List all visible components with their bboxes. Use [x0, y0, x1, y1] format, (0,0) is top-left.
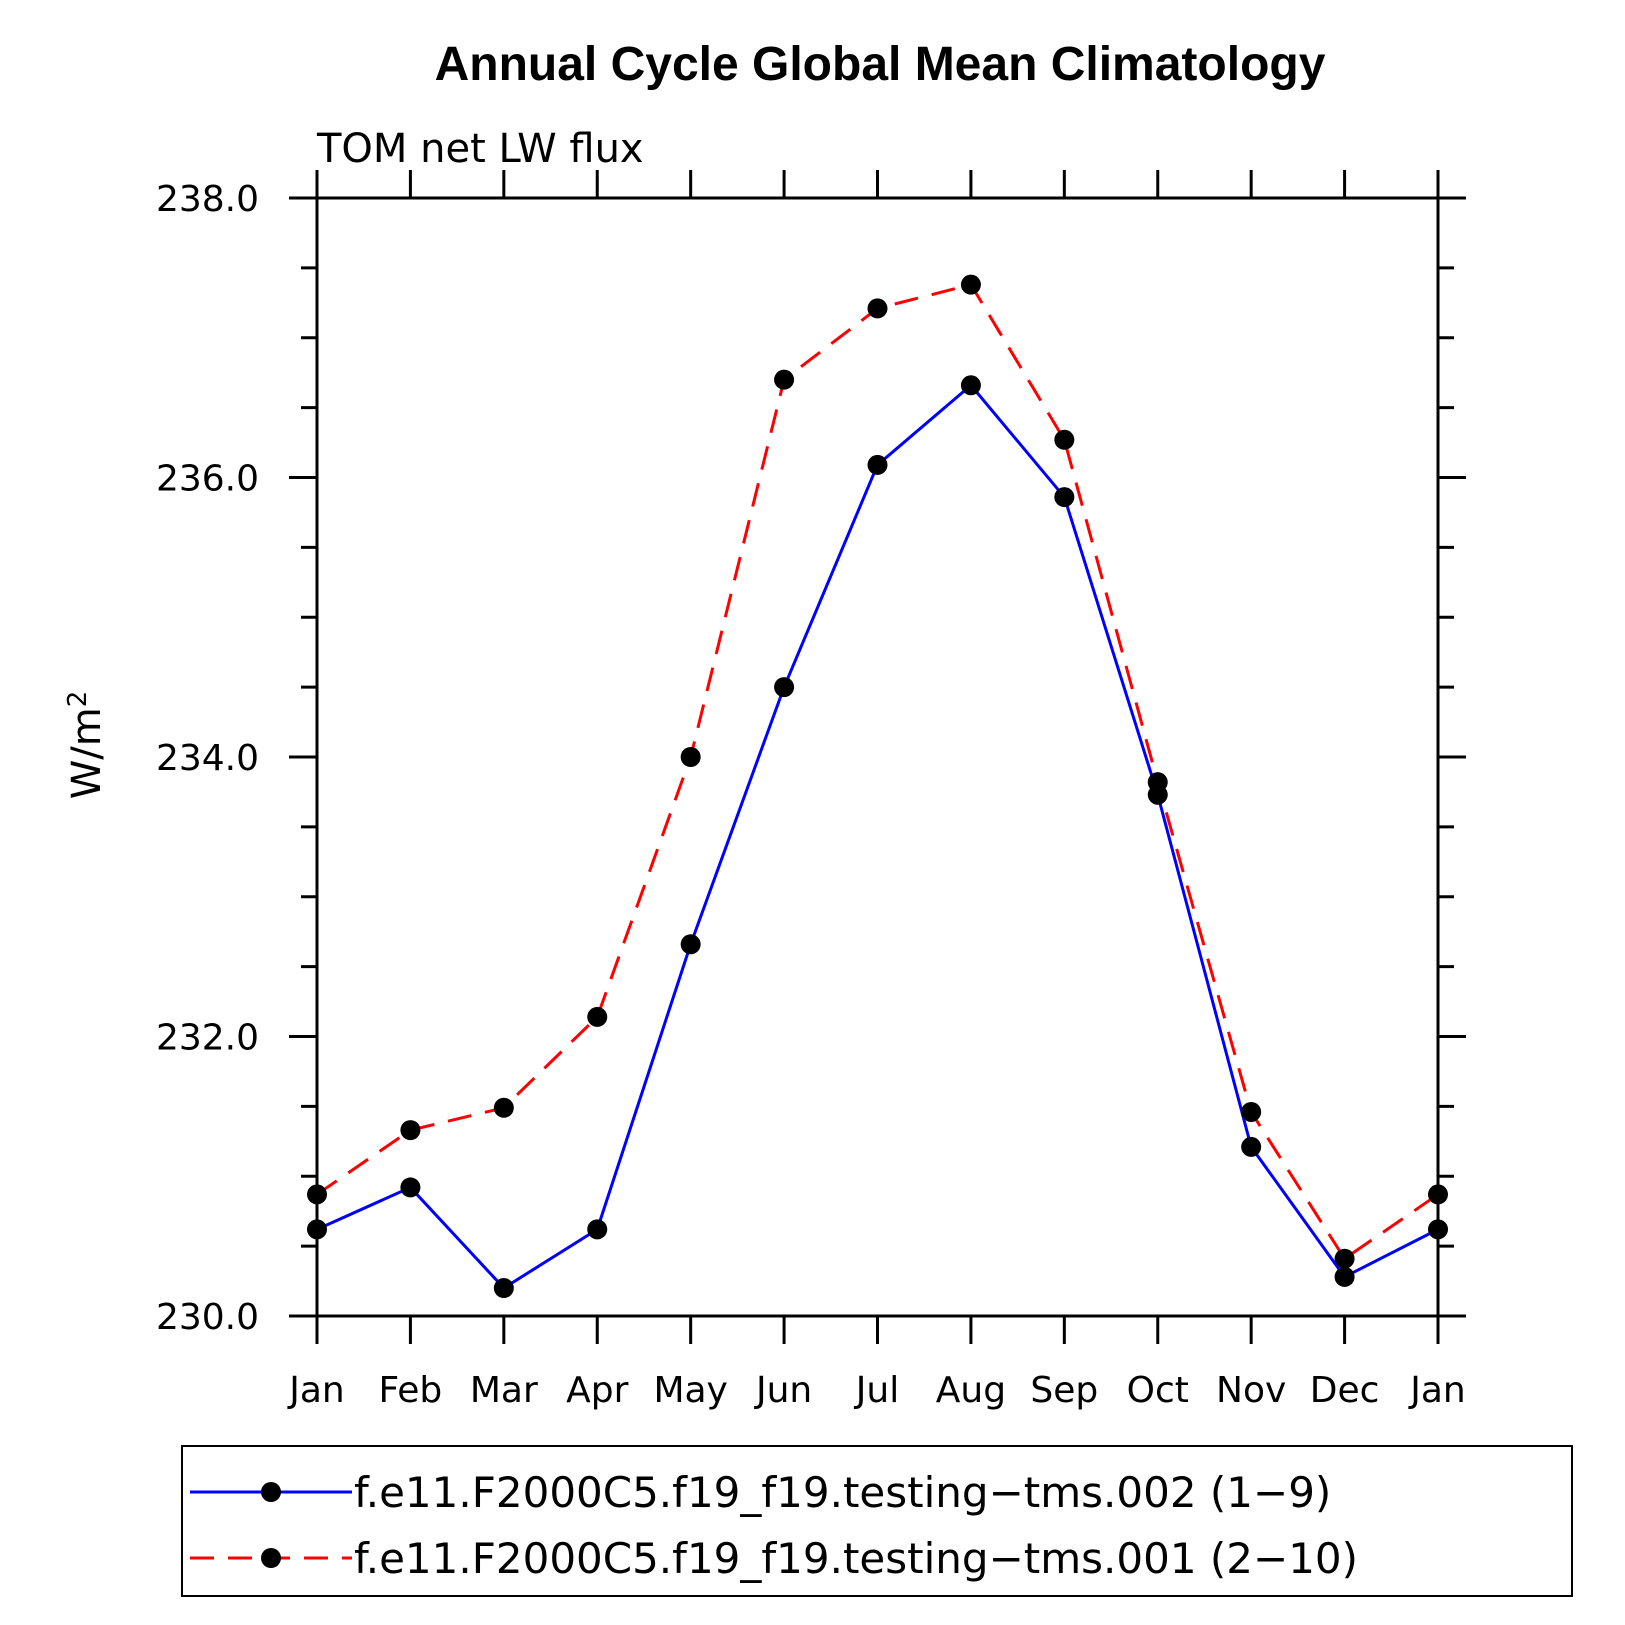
x-tick-label: May — [653, 1370, 727, 1411]
data-point — [493, 1097, 514, 1118]
data-point — [1147, 772, 1168, 793]
legend-label-1: f.e11.F2000C5.f19_f19.testing−tms.002 (1… — [354, 1468, 1331, 1517]
data-point — [1054, 487, 1075, 508]
y-tick-label: 230.0 — [156, 1297, 259, 1338]
x-tick-labels: Jan Feb Mar Apr May Jun Jul Aug Sep Oct Nov Dec Jan — [287, 1370, 1466, 1411]
x-tick-label: Feb — [379, 1370, 443, 1411]
data-point — [307, 1219, 327, 1240]
series-layer — [307, 274, 1448, 1299]
chart-title: Annual Cycle Global Mean Climatology — [435, 38, 1326, 91]
legend-box — [181, 1445, 1573, 1597]
data-point — [867, 454, 888, 475]
x-tick-label: Mar — [470, 1370, 538, 1411]
data-point — [1334, 1248, 1355, 1269]
y-tick-label: 236.0 — [156, 459, 259, 500]
data-point — [774, 369, 795, 390]
y-axis-label-sup: 2 — [63, 691, 93, 708]
x-tick-label: Jul — [854, 1370, 899, 1411]
x-tick-label: Oct — [1127, 1370, 1189, 1411]
legend: f.e11.F2000C5.f19_f19.testing−tms.002 (1… — [181, 1445, 1573, 1597]
tick-marks — [289, 170, 1466, 1344]
data-point — [867, 298, 888, 319]
legend-marker-1 — [261, 1482, 281, 1502]
chart-subtitle: TOM net LW flux — [316, 126, 644, 172]
x-tick-label: Sep — [1030, 1370, 1098, 1411]
y-tick-label: 238.0 — [156, 179, 259, 220]
x-tick-label: Dec — [1310, 1370, 1380, 1411]
x-tick-label: Aug — [936, 1370, 1006, 1411]
series-line-1 — [316, 383, 1439, 1290]
x-tick-label: Jun — [754, 1370, 812, 1411]
legend-marker-2 — [261, 1548, 281, 1568]
data-point — [774, 677, 795, 698]
x-tick-label: Apr — [566, 1370, 628, 1411]
y-axis-label: W/m2 — [63, 691, 110, 800]
data-point — [400, 1177, 421, 1198]
data-point — [1428, 1184, 1448, 1205]
data-point — [493, 1278, 514, 1299]
data-point — [587, 1219, 608, 1240]
data-point — [680, 747, 701, 767]
data-point — [960, 274, 981, 295]
y-tick-labels: 230.0 232.0 234.0 236.0 238.0 — [156, 179, 259, 1338]
series-line-2 — [316, 282, 1439, 1261]
y-tick-label: 234.0 — [156, 738, 259, 779]
y-tick-label: 232.0 — [156, 1018, 259, 1059]
data-point — [680, 934, 701, 955]
data-point — [400, 1120, 421, 1141]
x-tick-label: Jan — [287, 1370, 345, 1411]
data-point — [960, 375, 981, 396]
data-point — [587, 1006, 608, 1027]
data-point — [1054, 429, 1075, 450]
data-point — [1428, 1219, 1448, 1240]
data-point — [1241, 1101, 1262, 1122]
data-point — [1334, 1266, 1355, 1287]
x-tick-label: Jan — [1408, 1370, 1466, 1411]
legend-label-2: f.e11.F2000C5.f19_f19.testing−tms.001 (2… — [354, 1534, 1358, 1583]
x-tick-label: Nov — [1216, 1370, 1286, 1411]
data-point — [1241, 1136, 1262, 1157]
y-axis-label-base: W/m — [64, 707, 110, 799]
data-point — [307, 1184, 327, 1205]
plot-frame — [315, 196, 1440, 1318]
